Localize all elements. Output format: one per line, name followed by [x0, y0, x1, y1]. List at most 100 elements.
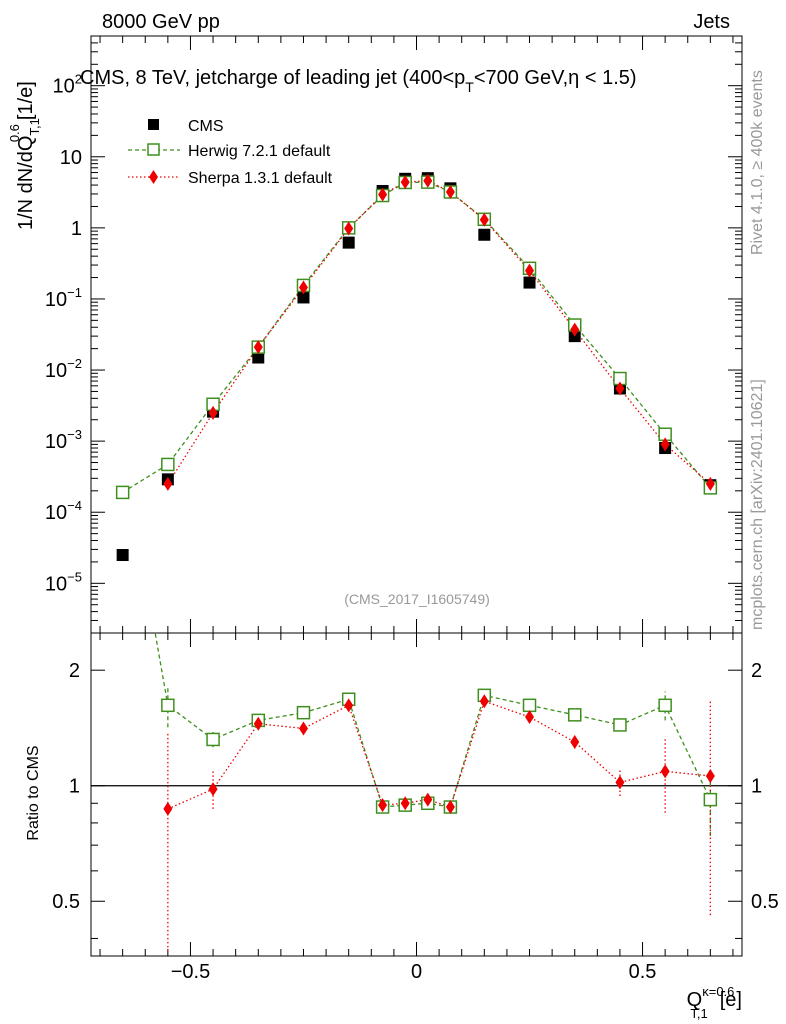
ratio-point-1 — [253, 716, 263, 731]
rivet-label: Rivet 4.1.0, ≥ 400k events — [749, 70, 766, 255]
data-point-2 — [298, 280, 308, 295]
y-tick-exponent: 2 — [75, 72, 82, 87]
legend-item-herwig: Herwig 7.2.1 default — [128, 143, 331, 160]
ratio-point-0 — [161, 698, 175, 713]
y-tick-base: 10 — [53, 76, 75, 98]
y-tick-label: 10−2 — [45, 356, 82, 382]
main-series — [115, 172, 718, 562]
y-tick-label: 1 — [71, 218, 82, 240]
ratio-point-0 — [206, 732, 220, 747]
data-point-2 — [423, 173, 433, 188]
y-label-unit: [1/e] — [15, 81, 37, 120]
title-prefix: CMS, 8 TeV, jetcharge of leading jet (40… — [80, 67, 465, 89]
ratio-point-1 — [298, 721, 308, 736]
ratio-y-tick-label: 0.5 — [52, 891, 80, 913]
main-x-ticks — [99, 36, 734, 633]
watermark: (CMS_2017_I1605749) — [344, 591, 490, 607]
main-y-label: 1/N dN/dQT,1 0.6 [1/e] — [7, 81, 42, 230]
ratio-line-1 — [167, 700, 711, 810]
ratio-point-1 — [208, 782, 218, 797]
ratio-point-1 — [378, 798, 388, 813]
ratio-point-0 — [296, 705, 311, 720]
ratio-point-1 — [570, 734, 580, 749]
data-point-2 — [570, 322, 580, 337]
ratio-y-tick-label-right: 1 — [751, 776, 762, 798]
title-suffix: <700 GeV,η < 1.5) — [474, 67, 637, 89]
y-tick-exponent: −5 — [67, 569, 82, 584]
mcplots-label: mcplots.cern.ch [arXiv:2401.10621] — [749, 379, 766, 630]
legend-herwig-label: Herwig 7.2.1 default — [188, 143, 331, 160]
data-point-2 — [163, 476, 173, 491]
chart-title: CMS, 8 TeV, jetcharge of leading jet (40… — [80, 67, 637, 95]
data-point-2 — [525, 263, 535, 278]
y-tick-base: 10 — [45, 502, 67, 524]
data-point-1 — [161, 457, 175, 472]
data-point-2 — [445, 184, 455, 199]
data-point-2 — [615, 381, 625, 396]
y-tick-base: 10 — [45, 360, 67, 382]
ratio-y-tick-label: 1 — [69, 776, 80, 798]
legend-item-sherpa: Sherpa 1.3.1 default — [128, 170, 333, 187]
ratio-point-1 — [479, 694, 489, 709]
ratio-y-label: Ratio to CMS — [25, 745, 42, 840]
x-tick-label: −0.5 — [171, 961, 210, 983]
data-point-0 — [252, 351, 265, 364]
ratio-point-0 — [613, 718, 627, 732]
data-point-2 — [660, 437, 670, 452]
data-point-2 — [253, 340, 263, 355]
y-label-sub: T,1 — [27, 118, 42, 135]
x-label-main: Q — [687, 989, 703, 1011]
y-tick-base: 10 — [45, 289, 67, 311]
ratio-point-0 — [522, 698, 537, 713]
y-tick-exponent: −1 — [67, 285, 82, 300]
legend: CMS Herwig 7.2.1 default Sherpa 1.3.1 de… — [128, 118, 333, 187]
x-label-sub: T,1 — [690, 1006, 707, 1021]
y-tick-exponent: −4 — [67, 498, 82, 513]
data-point-0 — [342, 236, 355, 249]
ratio-point-1 — [705, 769, 715, 784]
y-tick-label: 10−5 — [45, 569, 82, 595]
ratio-x-ticks: −0.5 0 0.5 — [99, 633, 734, 983]
energy-label: 8000 GeV pp — [102, 11, 220, 33]
ratio-panel: 0.5 0.5 1 1 2 2 −0.5 0 0.5 Ratio to CMS Qκ=0.6 T… — [25, 632, 779, 1021]
title-subscript: T — [465, 79, 474, 95]
y-tick-label: 102 — [53, 72, 82, 98]
x-label-sup: κ=0.6 — [702, 984, 734, 999]
y-tick-exponent: −3 — [67, 427, 82, 442]
ratio-y-tick-label-right: 0.5 — [751, 891, 779, 913]
x-label-unit: [e] — [720, 989, 742, 1011]
ratio-y-tick-label: 2 — [69, 660, 80, 682]
y-tick-base: 10 — [45, 573, 67, 595]
data-point-2 — [208, 405, 218, 420]
ratio-point-1 — [423, 792, 433, 807]
y-tick-base: 1 — [71, 218, 82, 240]
ratio-series-clipped — [154, 633, 718, 952]
ratio-point-1 — [445, 800, 455, 815]
y-label-main: 1/N dN/dQ — [15, 136, 37, 230]
ratio-y-tick-label-right: 2 — [751, 660, 762, 682]
x-axis-label: Qκ=0.6 T,1 [e] — [687, 984, 742, 1021]
data-point-0 — [478, 228, 491, 241]
legend-sherpa-marker — [149, 170, 158, 184]
y-tick-label: 10−4 — [45, 498, 82, 524]
x-tick-label: 0 — [411, 961, 422, 983]
series-line-2 — [167, 180, 711, 485]
ratio-point-1 — [660, 764, 670, 779]
data-point-2 — [378, 187, 388, 202]
legend-sherpa-label: Sherpa 1.3.1 default — [188, 170, 333, 187]
y-tick-exponent: −2 — [67, 356, 82, 371]
ratio-point-1 — [344, 698, 354, 713]
ratio-point-1 — [163, 801, 173, 816]
ratio-point-1 — [400, 796, 410, 811]
y-tick-label: 10−3 — [45, 427, 82, 453]
ratio-y-ticks: 0.5 0.5 1 1 2 2 — [52, 660, 779, 939]
legend-item-cms: CMS — [148, 118, 224, 135]
series-line-1 — [122, 181, 711, 493]
ratio-point-0 — [567, 708, 582, 722]
y-tick-label: 10−1 — [45, 285, 82, 311]
y-tick-base: 10 — [60, 147, 82, 169]
data-point-2 — [400, 175, 410, 190]
